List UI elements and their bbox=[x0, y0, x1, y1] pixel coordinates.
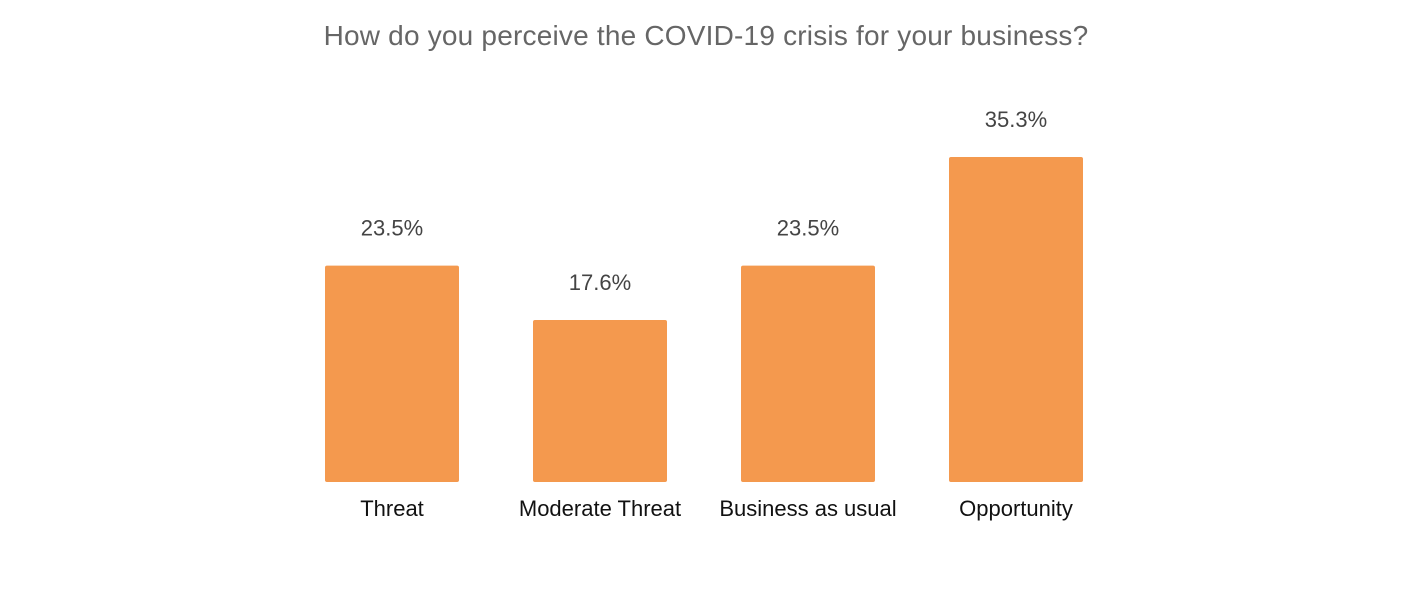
category-label-opportunity: Opportunity bbox=[959, 496, 1073, 521]
bar-opportunity bbox=[949, 157, 1083, 482]
data-label-opportunity: 35.3% bbox=[985, 107, 1047, 132]
category-label-moderate-threat: Moderate Threat bbox=[519, 496, 681, 521]
bar-business-as-usual bbox=[741, 265, 875, 482]
bar-moderate-threat bbox=[533, 319, 667, 482]
bar-threat bbox=[325, 265, 459, 482]
data-label-business-as-usual: 23.5% bbox=[777, 216, 839, 241]
category-label-threat: Threat bbox=[360, 496, 424, 521]
category-label-business-as-usual: Business as usual bbox=[719, 496, 896, 521]
chart-title: How do you perceive the COVID-19 crisis … bbox=[323, 20, 1089, 51]
data-label-threat: 23.5% bbox=[361, 216, 423, 241]
data-label-moderate-threat: 17.6% bbox=[569, 270, 631, 295]
